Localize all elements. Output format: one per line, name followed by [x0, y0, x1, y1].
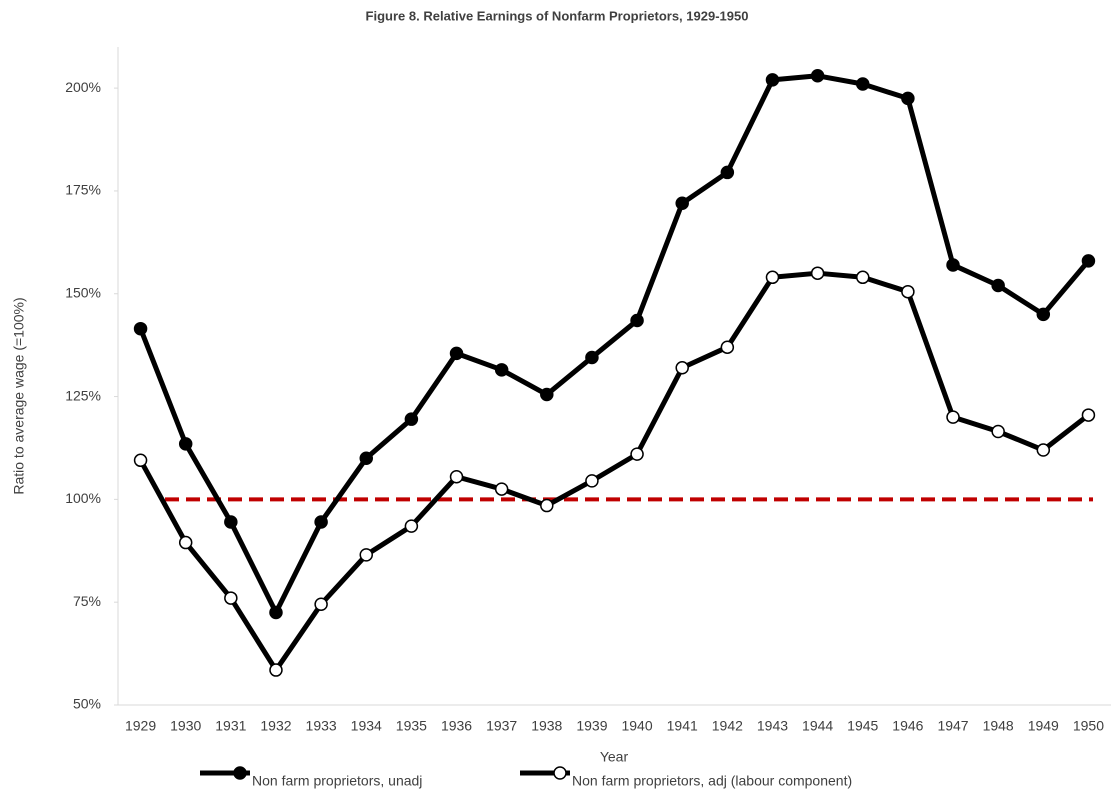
data-point — [901, 284, 915, 299]
data-point — [585, 474, 599, 488]
legend-marker — [233, 766, 247, 780]
x-tick-label: 1947 — [937, 718, 968, 734]
data-point — [901, 91, 915, 106]
x-tick-label: 1938 — [531, 718, 562, 734]
data-point — [856, 270, 870, 285]
x-tick-label: 1936 — [441, 718, 472, 734]
data-point — [540, 387, 554, 402]
x-tick-label: 1945 — [847, 718, 878, 734]
data-point — [630, 313, 644, 328]
x-tick-label: 1940 — [621, 718, 652, 734]
x-axis-label: Year — [600, 749, 629, 765]
x-tick-label: 1950 — [1073, 718, 1104, 734]
data-point — [810, 69, 825, 83]
legend-label: Non farm proprietors, adj (labour compon… — [572, 773, 852, 789]
y-axis-label: Ratio to average wage (=100%) — [11, 297, 27, 494]
data-point — [449, 346, 464, 361]
y-tick-label: 175% — [65, 182, 101, 198]
data-point — [269, 663, 283, 677]
data-point — [1036, 307, 1051, 322]
legend-label: Non farm proprietors, unadj — [252, 773, 422, 789]
data-point — [946, 258, 960, 272]
data-point — [178, 437, 193, 451]
x-tick-label: 1935 — [396, 718, 427, 734]
x-tick-label: 1929 — [125, 718, 156, 734]
data-point — [404, 519, 419, 533]
data-point — [630, 447, 644, 461]
legend-marker — [553, 766, 567, 780]
data-point — [810, 266, 825, 280]
data-point — [314, 597, 328, 611]
x-tick-label: 1933 — [306, 718, 337, 734]
y-tick-label: 150% — [65, 284, 101, 300]
data-point — [359, 451, 373, 465]
x-tick-label: 1934 — [351, 718, 382, 734]
data-point — [1081, 254, 1096, 268]
data-point — [675, 361, 689, 375]
x-tick-label: 1931 — [215, 718, 246, 734]
data-point — [675, 196, 689, 211]
y-tick-label: 200% — [65, 79, 101, 95]
data-point — [178, 535, 193, 550]
x-tick-label: 1941 — [667, 718, 698, 734]
data-point — [359, 548, 373, 562]
data-point — [856, 77, 870, 91]
data-point — [585, 350, 599, 365]
data-point — [269, 605, 283, 620]
data-point — [224, 515, 238, 529]
data-point — [224, 591, 238, 605]
data-point — [720, 340, 735, 354]
data-point — [720, 165, 735, 180]
data-point — [494, 363, 509, 377]
series-line — [138, 270, 1090, 673]
x-tick-label: 1949 — [1028, 718, 1059, 734]
data-point — [133, 453, 148, 468]
data-point — [991, 278, 1005, 293]
x-tick-label: 1932 — [260, 718, 291, 734]
series-line — [138, 73, 1091, 615]
data-point — [404, 412, 419, 426]
data-point — [1081, 408, 1096, 422]
data-point — [449, 470, 464, 484]
data-point — [765, 270, 780, 285]
x-tick-label: 1937 — [486, 718, 517, 734]
x-tick-label: 1943 — [757, 718, 788, 734]
x-tick-label: 1944 — [802, 718, 833, 734]
x-tick-label: 1939 — [576, 718, 607, 734]
y-tick-label: 50% — [73, 696, 101, 712]
data-point — [1036, 443, 1051, 457]
y-tick-label: 100% — [65, 490, 101, 506]
data-point — [765, 73, 780, 87]
data-point — [946, 410, 960, 424]
y-tick-label: 125% — [65, 387, 101, 403]
data-point — [991, 424, 1005, 439]
data-point — [540, 498, 554, 513]
x-tick-label: 1930 — [170, 718, 201, 734]
x-tick-label: 1942 — [712, 718, 743, 734]
data-point — [314, 515, 328, 529]
x-tick-label: 1946 — [892, 718, 923, 734]
data-point — [494, 482, 509, 496]
chart-title: Figure 8. Relative Earnings of Nonfarm P… — [366, 8, 749, 23]
y-tick-label: 75% — [73, 593, 101, 609]
data-point — [133, 321, 148, 336]
x-tick-label: 1948 — [983, 718, 1014, 734]
